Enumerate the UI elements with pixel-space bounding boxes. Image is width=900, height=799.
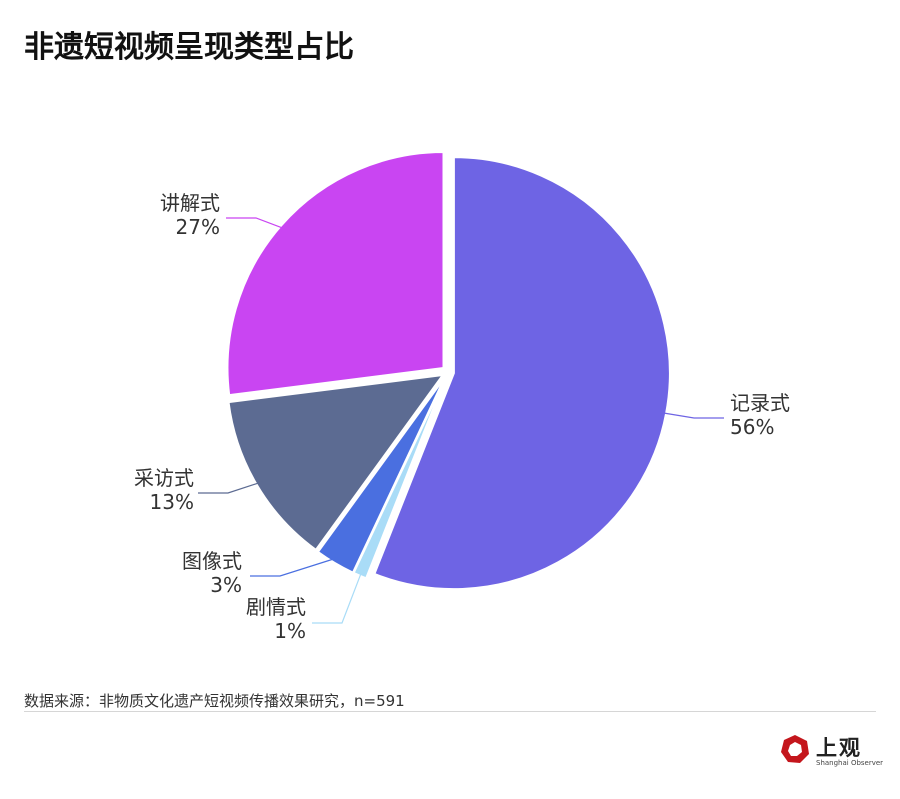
slice-value-2: 3% — [210, 573, 242, 597]
leader-line-2 — [250, 556, 339, 577]
slice-label-3: 采访式 — [134, 466, 194, 490]
pie-slice-4 — [226, 151, 445, 397]
slice-value-3: 13% — [150, 490, 194, 514]
pie-slice-2 — [316, 376, 446, 574]
leader-line-1 — [312, 569, 363, 624]
logo-subtitle: Shanghai Observer — [816, 759, 884, 767]
slice-label-2: 图像式 — [182, 549, 242, 573]
leader-line-0 — [659, 411, 724, 419]
slice-label-4: 讲解式 — [160, 191, 220, 215]
slice-label-0: 记录式 — [730, 391, 790, 415]
data-source: 数据来源：非物质文化遗产短视频传播效果研究，n=591 — [24, 692, 405, 710]
slice-value-1: 1% — [274, 619, 306, 643]
logo-mark-icon — [781, 735, 809, 763]
pie-slice-3 — [227, 374, 444, 551]
footer-divider — [24, 711, 876, 712]
chart-title: 非遗短视频呈现类型占比 — [24, 30, 354, 65]
logo-text: 上观 — [816, 736, 862, 760]
slice-value-4: 27% — [176, 215, 220, 239]
leader-line-4 — [226, 217, 287, 231]
leader-line-3 — [198, 481, 263, 494]
slice-value-0: 56% — [730, 415, 774, 439]
slice-label-1: 剧情式 — [246, 595, 306, 619]
shanghai-observer-logo: 上观 Shanghai Observer — [780, 732, 884, 772]
